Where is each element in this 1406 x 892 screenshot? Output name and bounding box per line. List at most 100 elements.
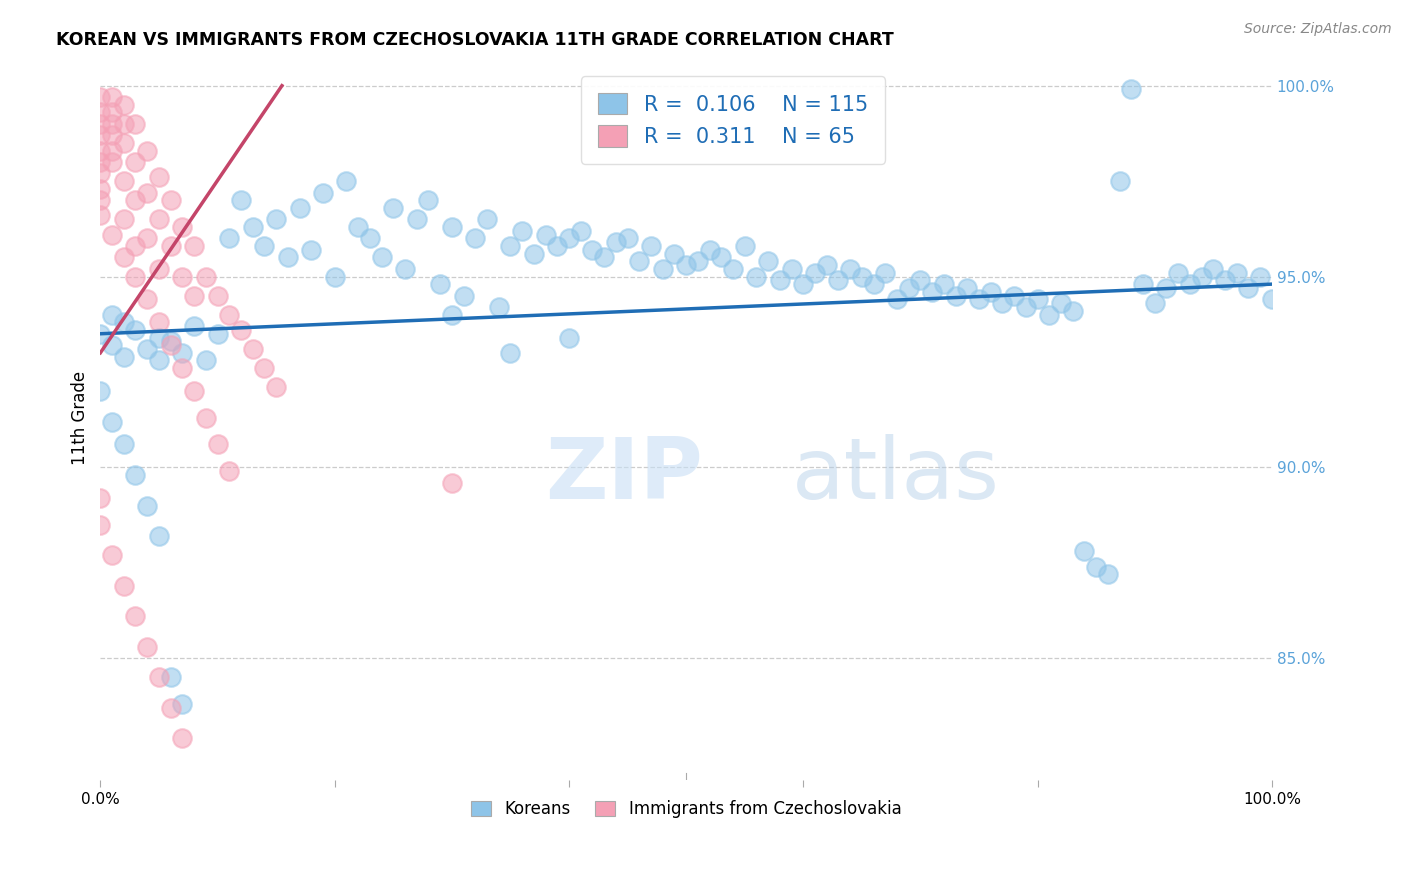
Point [89,90,111,104]
Point [1191,269,1213,284]
Point [124,467,146,482]
Point [980,285,1002,299]
Point [1202,261,1225,276]
Point [124,117,146,131]
Point [488,300,510,314]
Point [1015,300,1038,314]
Point [1062,303,1084,318]
Point [207,437,229,451]
Point [664,246,686,260]
Point [780,261,803,276]
Point [159,338,181,352]
Point [253,239,276,253]
Point [523,246,546,260]
Point [686,254,709,268]
Point [89,166,111,180]
Point [558,231,581,245]
Point [172,219,194,234]
Point [323,269,346,284]
Point [628,254,651,268]
Point [429,277,451,292]
Point [804,266,827,280]
Point [172,697,194,711]
Point [124,155,146,169]
Point [136,342,159,356]
Point [312,186,335,200]
Point [101,128,124,143]
Point [101,117,124,131]
Point [475,212,498,227]
Point [335,174,357,188]
Point [370,251,392,265]
Point [101,155,124,169]
Point [1178,277,1201,292]
Point [756,254,779,268]
Point [172,269,194,284]
Point [136,231,159,245]
Text: KOREAN VS IMMIGRANTS FROM CZECHOSLOVAKIA 11TH GRADE CORRELATION CHART: KOREAN VS IMMIGRANTS FROM CZECHOSLOVAKIA… [56,31,894,49]
Point [534,227,557,242]
Point [1132,277,1154,292]
Point [112,212,135,227]
Point [218,464,240,478]
Point [101,227,124,242]
Point [264,380,287,394]
Point [347,219,370,234]
Point [1261,293,1284,307]
Point [581,243,603,257]
Y-axis label: 11th Grade: 11th Grade [72,371,89,465]
Point [921,285,943,299]
Point [101,144,124,158]
Point [464,231,486,245]
Point [932,277,955,292]
Point [699,243,721,257]
Point [499,239,522,253]
Point [1121,82,1143,96]
Point [1143,296,1166,310]
Point [956,281,979,295]
Point [910,273,932,287]
Point [124,609,146,624]
Point [288,201,311,215]
Point [89,182,111,196]
Point [1237,281,1260,295]
Point [605,235,627,249]
Point [710,251,733,265]
Point [675,258,697,272]
Point [721,261,744,276]
Point [183,384,205,398]
Point [792,277,814,292]
Point [945,288,967,302]
Point [124,269,146,284]
Point [862,277,884,292]
Point [148,330,170,344]
Point [1249,269,1271,284]
Point [148,170,170,185]
Point [769,273,792,287]
Point [101,90,124,104]
Point [405,212,427,227]
Point [897,281,920,295]
Point [112,117,135,131]
Point [440,219,463,234]
Point [1002,288,1025,302]
Point [136,293,159,307]
Point [394,261,416,276]
Point [207,326,229,341]
Point [89,128,111,143]
Point [89,384,111,398]
Point [1038,308,1060,322]
Point [112,136,135,150]
Point [112,315,135,329]
Point [1226,266,1249,280]
Point [89,209,111,223]
Point [101,105,124,120]
Point [510,224,533,238]
Point [440,475,463,490]
Text: ZIP: ZIP [546,434,703,517]
Point [558,330,581,344]
Point [148,353,170,368]
Point [183,288,205,302]
Point [1026,293,1049,307]
Point [89,517,111,532]
